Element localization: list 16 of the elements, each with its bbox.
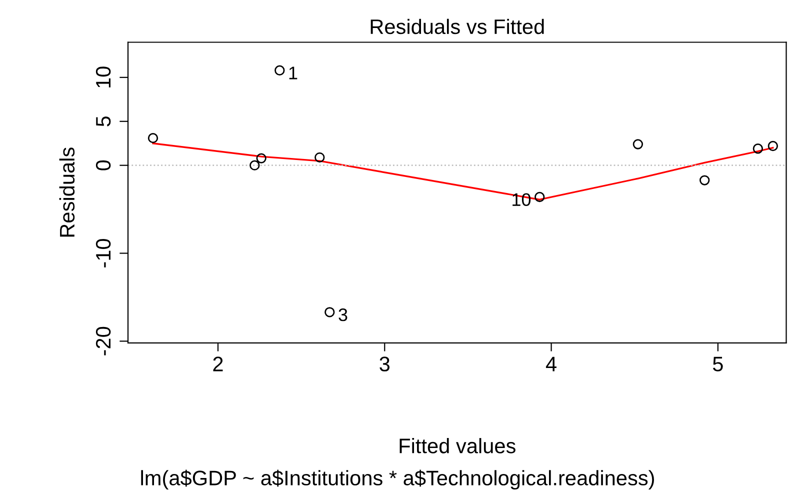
y-tick-label: 10 [96,66,111,88]
chart-title: Residuals vs Fitted [370,18,544,34]
x-tick-label: 2 [213,356,223,372]
x-tick-label: 4 [546,356,556,372]
y-tick-label: 0 [96,160,111,170]
text: lm(a$GDP ~ a$Institutions * a$Technological.readiness) [141,470,654,490]
annotation: 3 [338,308,348,322]
x-tick-label: 3 [380,356,390,372]
x-tick-label: 5 [712,356,723,372]
y-axis-title: Residuals [59,148,75,237]
y-tick-label: -10 [96,239,111,268]
annotation: 1 [289,66,298,80]
annotation: 10 [512,193,531,206]
y-tick-label: -20 [96,326,111,356]
x-axis-title: Fitted values [400,438,516,454]
y-tick-label: 5 [96,116,111,126]
